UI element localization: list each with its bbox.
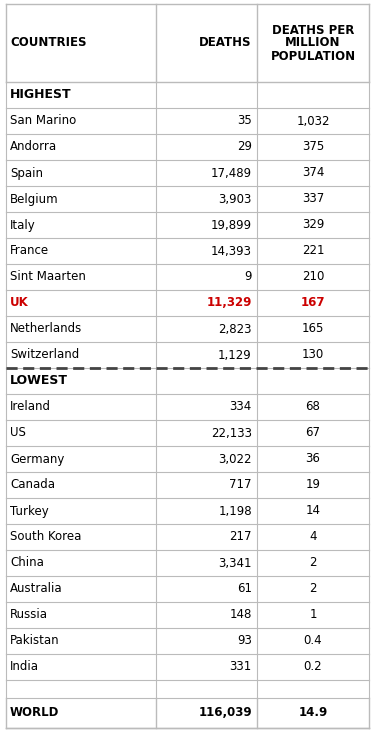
Text: China: China	[10, 556, 44, 569]
Text: Russia: Russia	[10, 608, 48, 622]
Text: DEATHS PER: DEATHS PER	[272, 23, 354, 37]
Text: US: US	[10, 427, 26, 439]
Text: 1: 1	[309, 608, 316, 622]
Text: India: India	[10, 661, 39, 674]
Text: 167: 167	[301, 296, 325, 310]
Text: Italy: Italy	[10, 218, 36, 232]
Text: 1,129: 1,129	[218, 349, 252, 361]
Text: 61: 61	[237, 583, 252, 596]
Text: 221: 221	[302, 244, 324, 257]
Text: South Korea: South Korea	[10, 530, 81, 544]
Text: 19,899: 19,899	[211, 218, 252, 232]
Text: Turkey: Turkey	[10, 505, 49, 518]
Text: DEATHS: DEATHS	[200, 37, 252, 50]
Text: LOWEST: LOWEST	[10, 374, 68, 388]
Text: Switzerland: Switzerland	[10, 349, 79, 361]
Text: Andorra: Andorra	[10, 140, 57, 154]
Text: 1,032: 1,032	[296, 115, 330, 128]
Text: 35: 35	[237, 115, 252, 128]
Text: Australia: Australia	[10, 583, 63, 596]
Text: Germany: Germany	[10, 452, 64, 466]
Text: UK: UK	[10, 296, 29, 310]
Text: Belgium: Belgium	[10, 193, 58, 206]
Text: 717: 717	[230, 478, 252, 491]
Text: 1,198: 1,198	[218, 505, 252, 518]
Text: Netherlands: Netherlands	[10, 322, 82, 335]
Text: 0.2: 0.2	[304, 661, 322, 674]
Text: 217: 217	[230, 530, 252, 544]
Text: 9: 9	[244, 271, 252, 284]
Text: COUNTRIES: COUNTRIES	[10, 37, 87, 50]
Text: 130: 130	[302, 349, 324, 361]
Text: 14: 14	[305, 505, 320, 518]
Text: 93: 93	[237, 634, 252, 647]
Text: 375: 375	[302, 140, 324, 154]
Text: 337: 337	[302, 193, 324, 206]
Text: 3,341: 3,341	[218, 556, 252, 569]
Text: WORLD: WORLD	[10, 706, 59, 719]
Text: 4: 4	[309, 530, 316, 544]
Text: 19: 19	[305, 478, 320, 491]
Text: Spain: Spain	[10, 166, 43, 179]
Text: MILLION: MILLION	[285, 37, 340, 50]
Text: POPULATION: POPULATION	[270, 50, 356, 62]
Text: 2: 2	[309, 556, 316, 569]
Text: 329: 329	[302, 218, 324, 232]
Text: 116,039: 116,039	[198, 706, 252, 719]
Text: Sint Maarten: Sint Maarten	[10, 271, 86, 284]
Text: 3,903: 3,903	[219, 193, 252, 206]
Text: 68: 68	[306, 400, 320, 413]
Text: 148: 148	[230, 608, 252, 622]
Text: 0.4: 0.4	[304, 634, 322, 647]
Text: 36: 36	[306, 452, 320, 466]
Text: Ireland: Ireland	[10, 400, 51, 413]
Text: 11,329: 11,329	[207, 296, 252, 310]
Text: 374: 374	[302, 166, 324, 179]
Text: 3,022: 3,022	[218, 452, 252, 466]
Text: 2,823: 2,823	[218, 322, 252, 335]
Text: 14.9: 14.9	[298, 706, 328, 719]
Text: 67: 67	[305, 427, 320, 439]
Text: 29: 29	[237, 140, 252, 154]
Text: Canada: Canada	[10, 478, 55, 491]
Text: Pakistan: Pakistan	[10, 634, 60, 647]
Text: 165: 165	[302, 322, 324, 335]
Text: 14,393: 14,393	[211, 244, 252, 257]
Text: France: France	[10, 244, 49, 257]
Text: 210: 210	[302, 271, 324, 284]
Text: 17,489: 17,489	[211, 166, 252, 179]
Text: 331: 331	[230, 661, 252, 674]
Text: San Marino: San Marino	[10, 115, 76, 128]
Text: 334: 334	[230, 400, 252, 413]
Text: 22,133: 22,133	[211, 427, 252, 439]
Text: 2: 2	[309, 583, 316, 596]
Text: HIGHEST: HIGHEST	[10, 88, 72, 101]
